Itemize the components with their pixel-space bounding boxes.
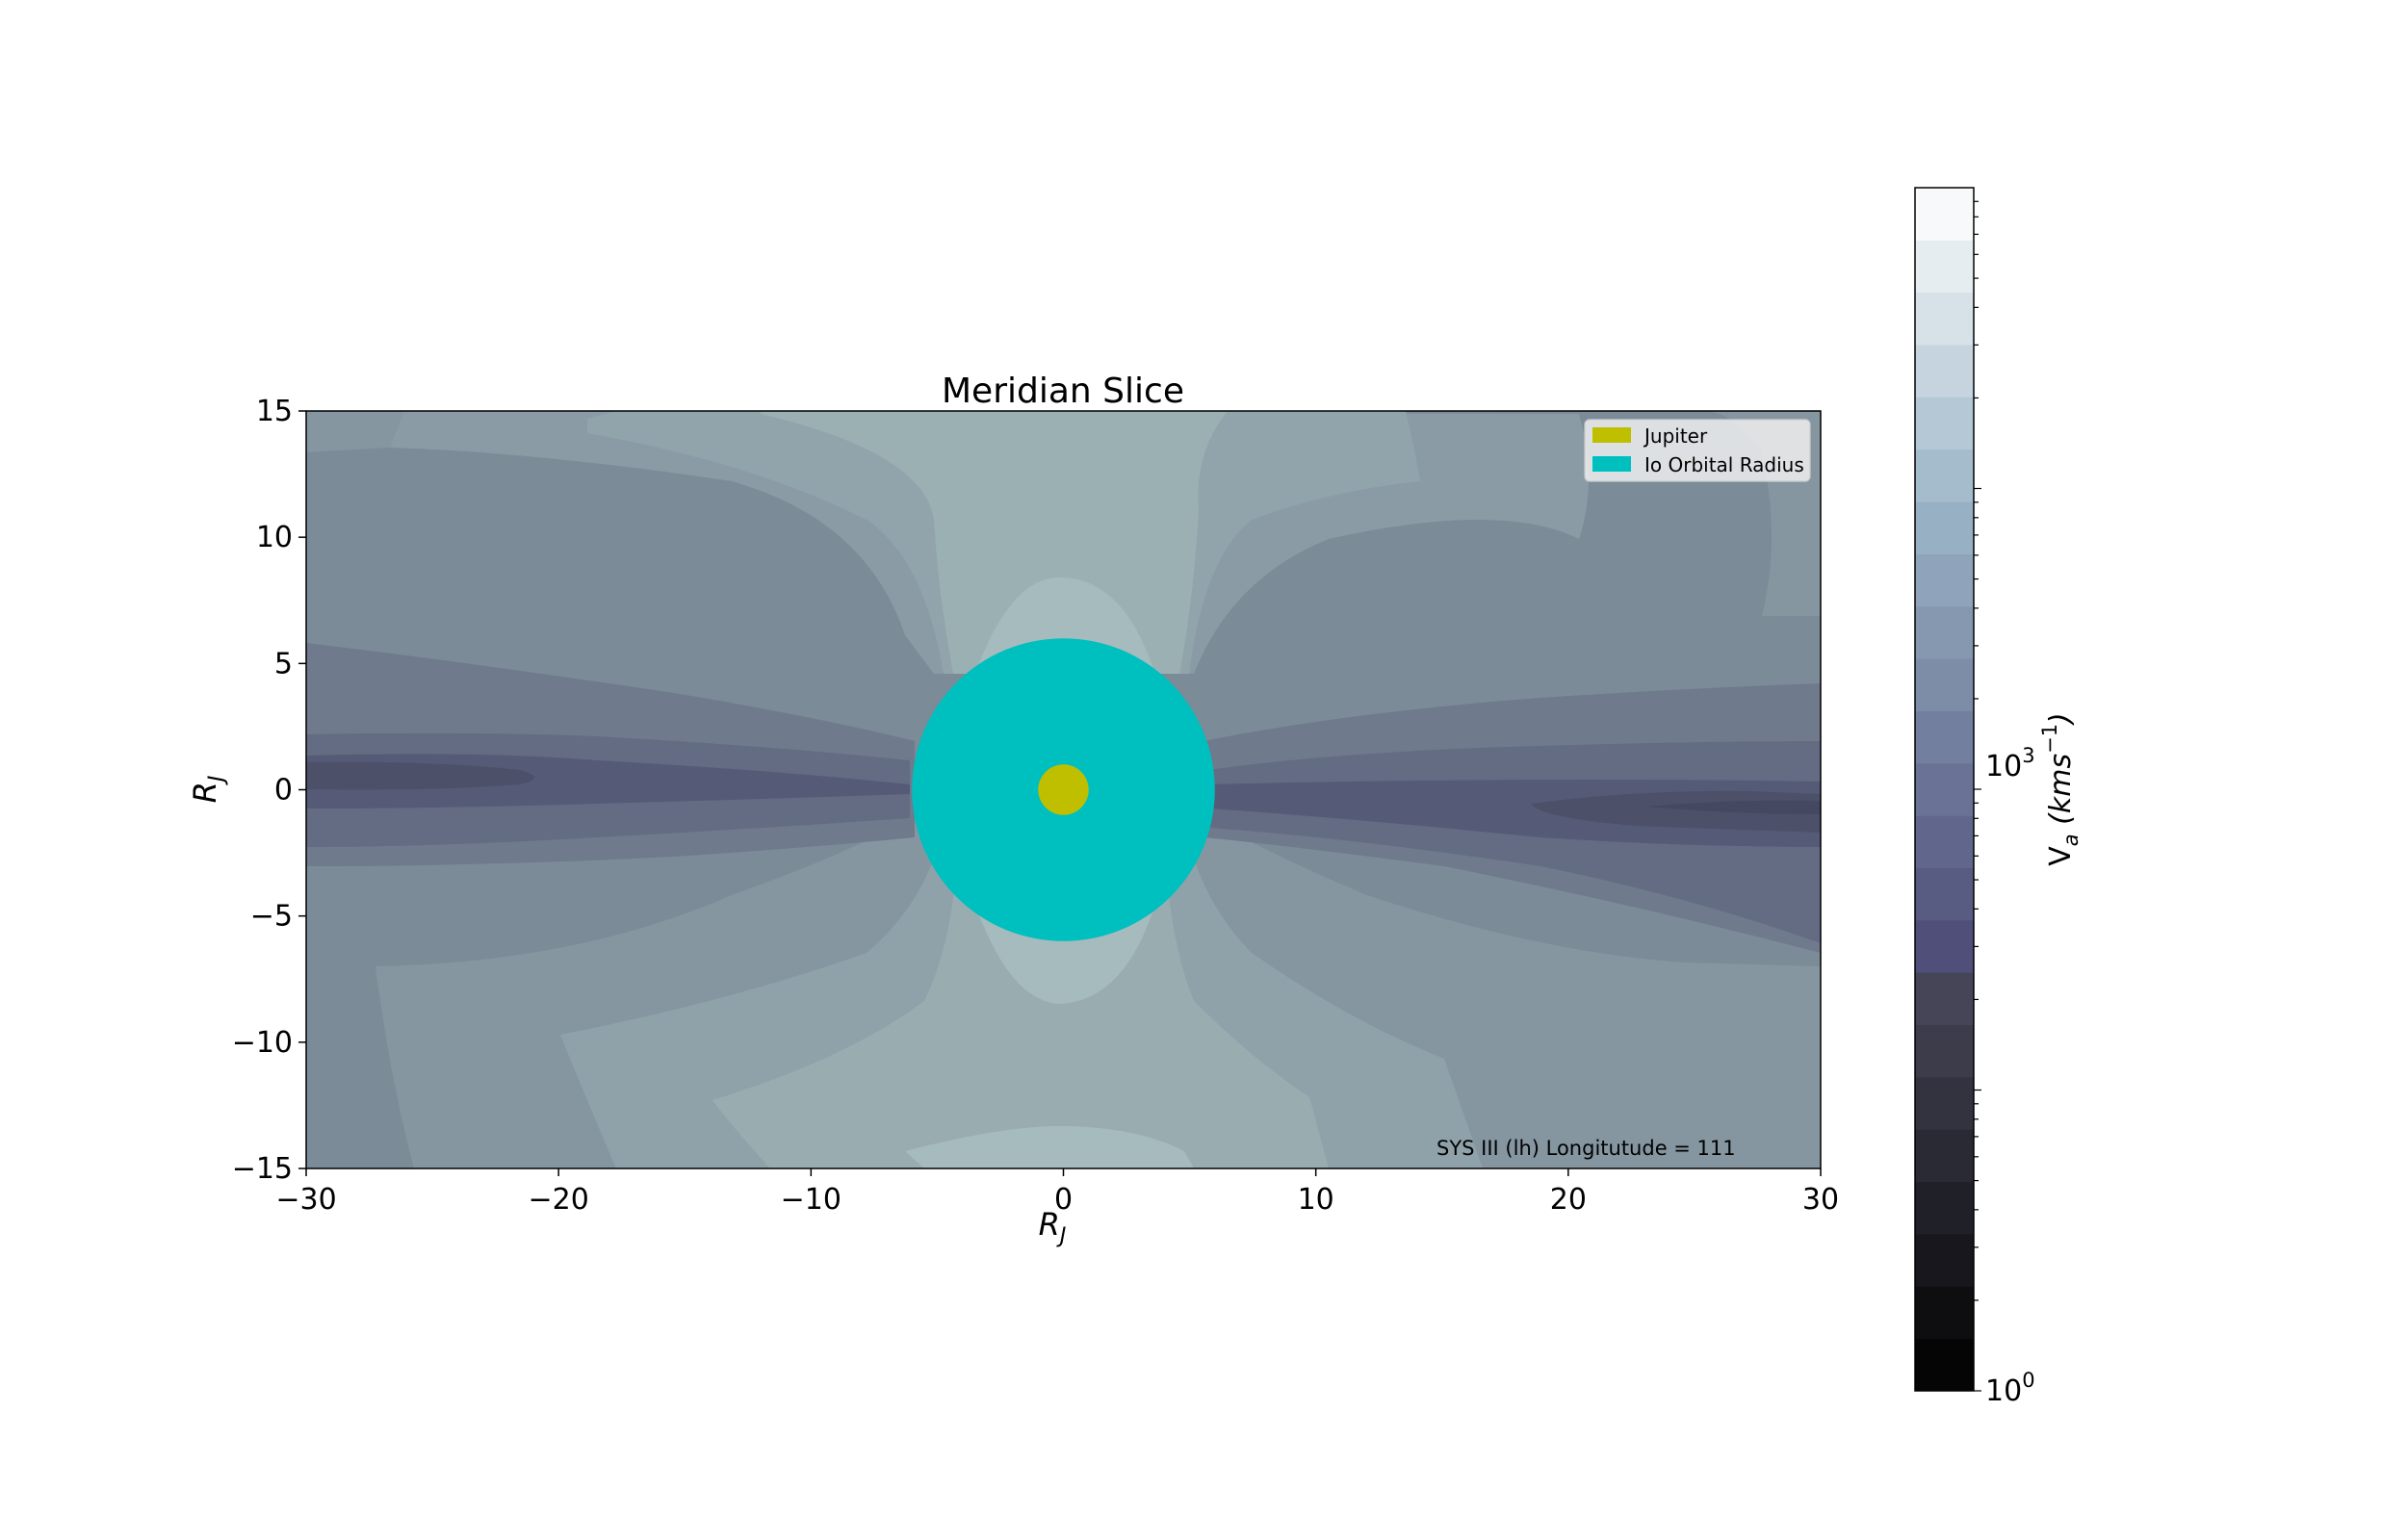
x-tick-label: −20 bbox=[529, 1183, 589, 1217]
colorbar-band bbox=[1915, 240, 1974, 294]
colorbar-band bbox=[1915, 1233, 1974, 1287]
colorbar-band bbox=[1915, 1338, 1974, 1392]
colorbar-band bbox=[1915, 345, 1974, 398]
colorbar-band bbox=[1915, 762, 1974, 816]
colorbar-band bbox=[1915, 397, 1974, 450]
x-tick-label: 20 bbox=[1550, 1183, 1587, 1217]
colorbar-band bbox=[1915, 292, 1974, 346]
colorbar-band bbox=[1915, 1129, 1974, 1183]
y-tick-label: 15 bbox=[256, 395, 293, 428]
colorbar-band bbox=[1915, 1286, 1974, 1340]
x-tick-label: −30 bbox=[275, 1183, 336, 1217]
contour-band-eq-left-4 bbox=[306, 761, 534, 790]
y-tick-label: −10 bbox=[232, 1026, 293, 1060]
y-axis-ticks: −15 −10 −5 0 5 10 15 bbox=[232, 395, 306, 1186]
legend-label-jupiter: Jupiter bbox=[1643, 424, 1708, 448]
y-tick-label: −5 bbox=[250, 900, 293, 934]
colorbar-minor-ticks bbox=[1974, 200, 1981, 1392]
colorbar-band bbox=[1915, 972, 1974, 1026]
overlay-shapes bbox=[912, 638, 1215, 941]
y-tick-label: 0 bbox=[274, 774, 293, 808]
x-tick-label: 10 bbox=[1298, 1183, 1334, 1217]
x-tick-label: −10 bbox=[781, 1183, 841, 1217]
chart-title: Meridian Slice bbox=[942, 372, 1184, 411]
colorbar-tick-label-1: 100 bbox=[1985, 1369, 2035, 1408]
colorbar-label: Va (kms−1) bbox=[2038, 712, 2083, 866]
contour-band-lower-4 bbox=[905, 1126, 1194, 1168]
colorbar-band bbox=[1915, 1024, 1974, 1078]
colorbar-band bbox=[1915, 501, 1974, 554]
colorbar-band bbox=[1915, 553, 1974, 607]
x-tick-label: 0 bbox=[1054, 1183, 1073, 1217]
colorbar-band bbox=[1915, 188, 1974, 241]
colorbar-band bbox=[1915, 815, 1974, 869]
legend-swatch-io-orbital-radius bbox=[1592, 456, 1631, 472]
legend-box bbox=[1584, 419, 1811, 482]
legend-label-io-orbital-radius: Io Orbital Radius bbox=[1644, 453, 1804, 476]
contour-band-eq-right-5 bbox=[1646, 800, 1821, 814]
x-axis-ticks: −30 −20 −10 0 10 20 30 bbox=[275, 1168, 1839, 1217]
colorbar-band bbox=[1915, 658, 1974, 711]
colorbar-tick-label-1000: 103 bbox=[1985, 744, 2035, 783]
legend: Jupiter Io Orbital Radius bbox=[1584, 419, 1811, 482]
legend-swatch-jupiter bbox=[1592, 427, 1631, 443]
colorbar-band bbox=[1915, 710, 1974, 764]
y-axis-label: RJ bbox=[187, 776, 229, 804]
colorbar-band bbox=[1915, 449, 1974, 502]
colorbar-band bbox=[1915, 919, 1974, 973]
colorbar-band bbox=[1915, 605, 1974, 659]
colorbar-band bbox=[1915, 1181, 1974, 1235]
y-tick-label: −15 bbox=[232, 1152, 293, 1186]
jupiter-circle bbox=[1038, 764, 1089, 815]
x-tick-label: 30 bbox=[1802, 1183, 1839, 1217]
colorbar-band bbox=[1915, 867, 1974, 921]
colorbar bbox=[1915, 188, 1974, 1392]
colorbar-band bbox=[1915, 1076, 1974, 1130]
longitude-annotation: SYS III (lh) Longitutude = 111 bbox=[1436, 1137, 1736, 1160]
y-tick-label: 5 bbox=[274, 647, 293, 680]
y-tick-label: 10 bbox=[256, 521, 293, 554]
contour-band-lower-3 bbox=[712, 847, 1329, 1168]
x-axis-label: RJ bbox=[1039, 1206, 1067, 1248]
